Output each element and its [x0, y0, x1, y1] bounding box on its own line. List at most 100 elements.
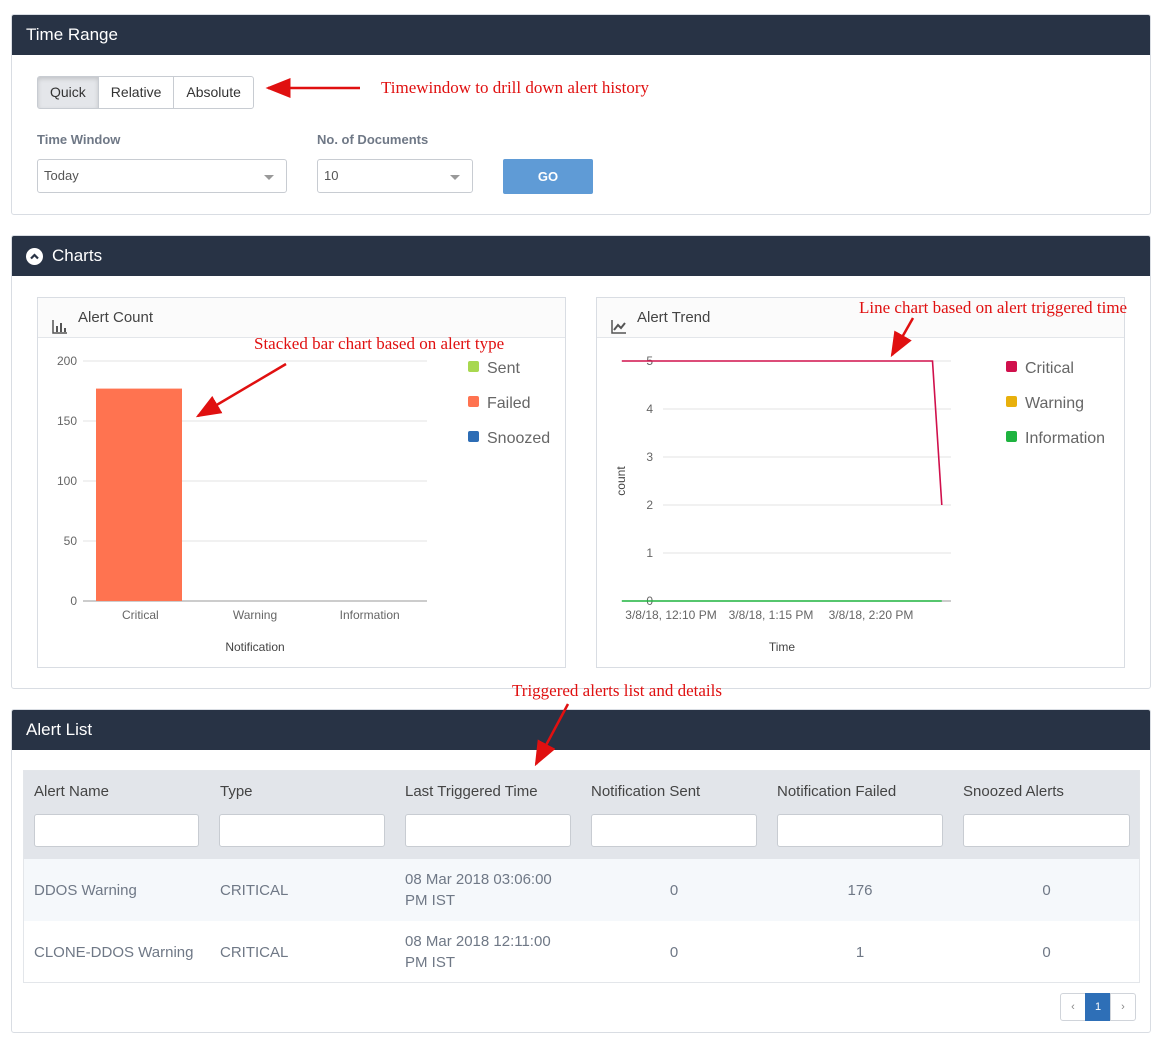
bar-failed: [96, 388, 182, 601]
col-notification-failed[interactable]: Notification Failed: [777, 783, 897, 800]
filter-notification-sent-input[interactable]: [591, 814, 757, 847]
col-notification-sent[interactable]: Notification Sent: [591, 783, 701, 800]
cell-alert-name: CLONE-DDOS Warning: [34, 943, 194, 961]
alert-trend-title: Alert Trend: [637, 309, 711, 326]
alert-list-title: Alert List: [26, 720, 93, 739]
charts-title: Charts: [52, 246, 103, 265]
annotation-list: Triggered alerts list and details: [512, 681, 722, 700]
filter-notification-failed-input[interactable]: [777, 814, 943, 847]
charts-panel: Charts Alert Count 0 50 100 150 200 Critical W…: [11, 235, 1151, 689]
y-tick-label: 100: [57, 474, 77, 488]
go-button[interactable]: GO: [503, 159, 593, 194]
cell-notification-sent: 0: [669, 881, 679, 899]
filter-alert-name-input[interactable]: [34, 814, 199, 847]
annotation-stacked: Stacked bar chart based on alert type: [254, 334, 505, 353]
cell-notification-failed: 1: [855, 943, 865, 961]
legend-swatch: [468, 396, 479, 407]
y-tick-label: 2: [646, 498, 653, 512]
y-axis-label: count: [614, 466, 628, 496]
legend-swatch: [468, 431, 479, 442]
docs-label: No. of Documents: [317, 132, 429, 147]
legend-swatch: [468, 361, 479, 372]
cell-snoozed-alerts: 0: [1042, 943, 1051, 961]
annotation-timewindow: Timewindow to drill down alert history: [381, 78, 650, 97]
x-tick-label: 3/8/18, 12:10 PM: [625, 608, 716, 622]
y-tick-label: 3: [646, 450, 653, 464]
caret-down-icon: [450, 175, 460, 180]
filter-type-input[interactable]: [219, 814, 385, 847]
col-type[interactable]: Type: [220, 783, 253, 800]
alert-count-title: Alert Count: [78, 309, 154, 326]
caret-down-icon: [264, 175, 274, 180]
annotation-line: Line chart based on alert triggered time: [859, 298, 1128, 317]
filter-last-triggered-input[interactable]: [405, 814, 571, 847]
charts-header[interactable]: Charts: [12, 236, 1150, 276]
range-mode-tabs: Quick Relative Absolute: [37, 76, 254, 109]
legend-swatch: [1006, 396, 1017, 407]
docs-select[interactable]: 10: [317, 159, 473, 193]
tab-quick[interactable]: Quick: [37, 76, 99, 109]
col-snoozed-alerts[interactable]: Snoozed Alerts: [963, 783, 1064, 800]
y-tick-label: 4: [646, 402, 653, 416]
x-tick-label: Information: [340, 608, 400, 622]
cell-notification-failed: 176: [847, 881, 873, 899]
legend-label: Sent: [487, 360, 520, 377]
cell-snoozed-alerts: 0: [1042, 881, 1051, 899]
alert-list-panel: Alert List Alert Name Type Last Triggere…: [11, 709, 1151, 1033]
table-row[interactable]: CLONE-DDOS Warning CRITICAL 08 Mar 2018 …: [24, 921, 1139, 983]
time-line-2: PM IST: [405, 892, 456, 909]
cell-last-triggered: 08 Mar 2018 03:06:00 PM IST: [405, 859, 552, 921]
line-chart-icon: [611, 310, 627, 350]
tab-relative[interactable]: Relative: [97, 76, 175, 109]
x-tick-label: Warning: [233, 608, 277, 622]
time-range-panel: Time Range Quick Relative Absolute Time …: [11, 14, 1151, 215]
col-last-triggered[interactable]: Last Triggered Time: [405, 783, 538, 800]
docs-value: 10: [324, 168, 339, 183]
cell-type: CRITICAL: [220, 943, 289, 961]
x-axis-label: Notification: [225, 640, 284, 654]
alert-trend-title-bar: Alert Trend: [597, 298, 1124, 338]
time-line-2: PM IST: [405, 954, 456, 971]
cell-last-triggered: 08 Mar 2018 12:11:00 PM IST: [405, 921, 551, 983]
alert-count-chart: Alert Count 0 50 100 150 200 Critical Warning I…: [37, 297, 566, 668]
time-range-title: Time Range: [26, 25, 118, 44]
legend-label: Critical: [1025, 360, 1074, 377]
pagination: ‹ 1 ›: [1060, 993, 1136, 1021]
time-range-header: Time Range: [12, 15, 1150, 55]
series-line-critical: [621, 360, 943, 506]
alert-table: Alert Name Type Last Triggered Time Noti…: [23, 770, 1140, 983]
legend-label: Failed: [487, 395, 531, 412]
cell-type: CRITICAL: [220, 881, 289, 899]
pager-prev-button[interactable]: ‹: [1060, 993, 1086, 1021]
time-window-select[interactable]: Today: [37, 159, 287, 193]
col-alert-name[interactable]: Alert Name: [34, 783, 110, 800]
filter-snoozed-alerts-input[interactable]: [963, 814, 1130, 847]
x-tick-label: Critical: [122, 608, 159, 622]
pager-page-1[interactable]: 1: [1085, 993, 1111, 1021]
x-tick-label: 3/8/18, 1:15 PM: [729, 608, 814, 622]
y-tick-label: 0: [70, 594, 77, 608]
x-tick-label: 3/8/18, 2:20 PM: [829, 608, 914, 622]
time-window-value: Today: [44, 168, 79, 183]
chevron-up-icon[interactable]: [26, 247, 43, 265]
legend-swatch: [1006, 361, 1017, 372]
time-window-label: Time Window: [37, 132, 121, 147]
time-line-1: 08 Mar 2018 03:06:00: [405, 871, 552, 888]
cell-alert-name: DDOS Warning: [34, 881, 137, 899]
y-tick-label: 150: [57, 414, 77, 428]
pager-next-button[interactable]: ›: [1110, 993, 1136, 1021]
alert-count-plot: 0 50 100 150 200 Critical Warning Information No…: [57, 354, 550, 654]
y-tick-label: 1: [646, 546, 653, 560]
tab-absolute[interactable]: Absolute: [173, 76, 254, 109]
legend-label: Information: [1025, 430, 1105, 447]
table-header: Alert Name Type Last Triggered Time Noti…: [24, 771, 1139, 859]
y-tick-label: 50: [64, 534, 78, 548]
cell-notification-sent: 0: [669, 943, 679, 961]
table-row[interactable]: DDOS Warning CRITICAL 08 Mar 2018 03:06:…: [24, 859, 1139, 921]
alert-list-header: Alert List: [12, 710, 1150, 750]
legend-label: Snoozed: [487, 430, 550, 447]
alert-count-title-bar: Alert Count: [38, 298, 565, 338]
alert-trend-chart: Alert Trend 0 1 2 3 4 5 3/8/18, 12:10 PM 3/8/18…: [596, 297, 1125, 668]
legend-label: Warning: [1025, 395, 1084, 412]
